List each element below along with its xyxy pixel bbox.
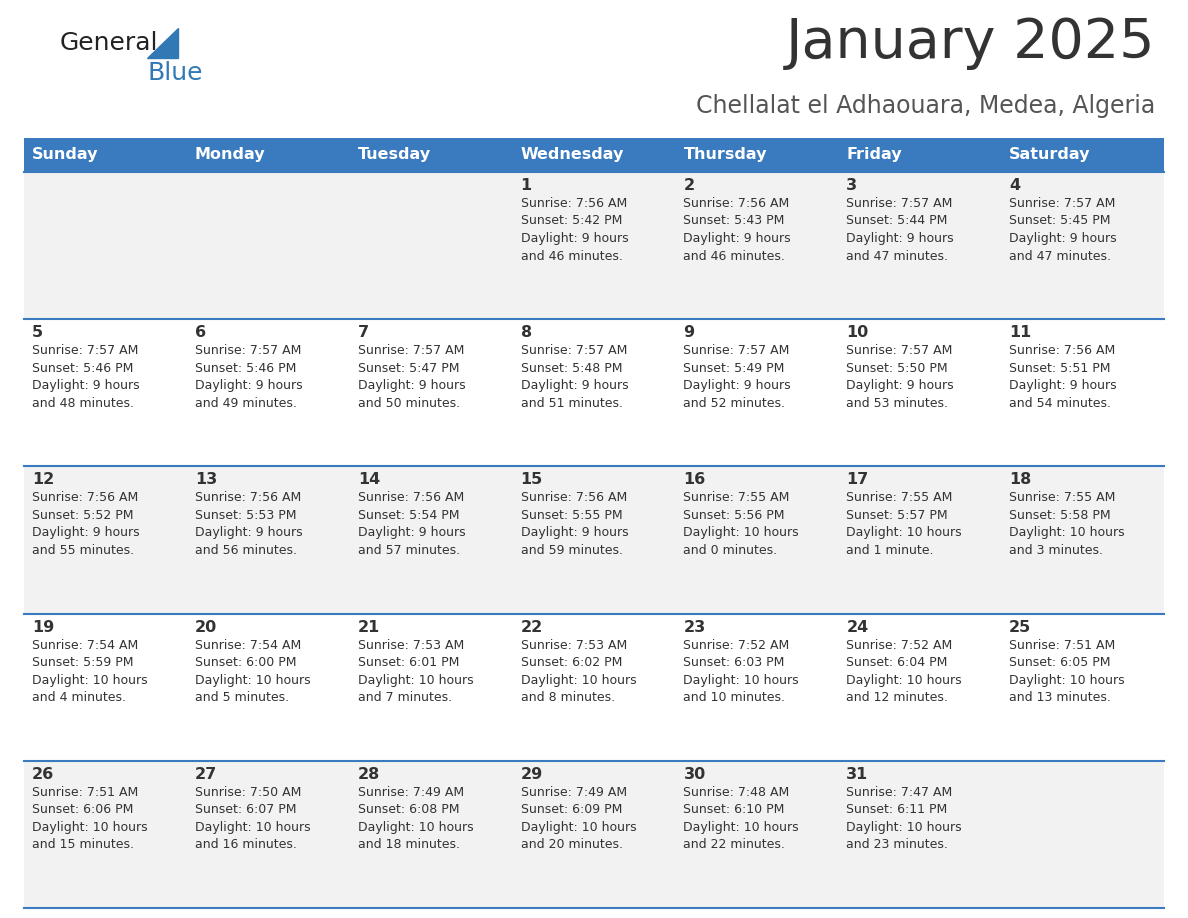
Text: Sunday: Sunday [32,148,99,162]
Text: 24: 24 [846,620,868,634]
Bar [187,138,349,172]
Text: 14: 14 [358,473,380,487]
Text: Sunrise: 7:51 AM
Sunset: 6:06 PM
Daylight: 10 hours
and 15 minutes.: Sunrise: 7:51 AM Sunset: 6:06 PM Dayligh… [32,786,147,851]
Text: Sunrise: 7:57 AM
Sunset: 5:48 PM
Daylight: 9 hours
and 51 minutes.: Sunrise: 7:57 AM Sunset: 5:48 PM Dayligh… [520,344,628,409]
Text: Sunrise: 7:57 AM
Sunset: 5:45 PM
Daylight: 9 hours
and 47 minutes.: Sunrise: 7:57 AM Sunset: 5:45 PM Dayligh… [1009,197,1117,263]
Text: 11: 11 [1009,325,1031,341]
Bar [24,319,1164,466]
Text: 12: 12 [32,473,55,487]
Text: Monday: Monday [195,148,265,162]
Text: 25: 25 [1009,620,1031,634]
Text: 16: 16 [683,473,706,487]
Text: Sunrise: 7:57 AM
Sunset: 5:47 PM
Daylight: 9 hours
and 50 minutes.: Sunrise: 7:57 AM Sunset: 5:47 PM Dayligh… [358,344,466,409]
Bar [839,138,1001,172]
Text: Sunrise: 7:54 AM
Sunset: 5:59 PM
Daylight: 10 hours
and 4 minutes.: Sunrise: 7:54 AM Sunset: 5:59 PM Dayligh… [32,639,147,704]
Text: Sunrise: 7:57 AM
Sunset: 5:46 PM
Daylight: 9 hours
and 48 minutes.: Sunrise: 7:57 AM Sunset: 5:46 PM Dayligh… [32,344,140,409]
Bar [24,172,1164,319]
Text: Sunrise: 7:56 AM
Sunset: 5:51 PM
Daylight: 9 hours
and 54 minutes.: Sunrise: 7:56 AM Sunset: 5:51 PM Dayligh… [1009,344,1117,409]
Text: Thursday: Thursday [683,148,767,162]
Text: 1: 1 [520,178,532,193]
Text: 2: 2 [683,178,695,193]
Text: Sunrise: 7:56 AM
Sunset: 5:42 PM
Daylight: 9 hours
and 46 minutes.: Sunrise: 7:56 AM Sunset: 5:42 PM Dayligh… [520,197,628,263]
Text: Sunrise: 7:52 AM
Sunset: 6:03 PM
Daylight: 10 hours
and 10 minutes.: Sunrise: 7:52 AM Sunset: 6:03 PM Dayligh… [683,639,800,704]
Text: Sunrise: 7:55 AM
Sunset: 5:58 PM
Daylight: 10 hours
and 3 minutes.: Sunrise: 7:55 AM Sunset: 5:58 PM Dayligh… [1009,491,1125,557]
Text: 26: 26 [32,767,55,782]
Polygon shape [147,28,178,58]
Text: Sunrise: 7:56 AM
Sunset: 5:52 PM
Daylight: 9 hours
and 55 minutes.: Sunrise: 7:56 AM Sunset: 5:52 PM Dayligh… [32,491,140,557]
Text: Sunrise: 7:57 AM
Sunset: 5:49 PM
Daylight: 9 hours
and 52 minutes.: Sunrise: 7:57 AM Sunset: 5:49 PM Dayligh… [683,344,791,409]
Text: 3: 3 [846,178,858,193]
Text: Sunrise: 7:51 AM
Sunset: 6:05 PM
Daylight: 10 hours
and 13 minutes.: Sunrise: 7:51 AM Sunset: 6:05 PM Dayligh… [1009,639,1125,704]
Text: 22: 22 [520,620,543,634]
Text: 31: 31 [846,767,868,782]
Text: Sunrise: 7:50 AM
Sunset: 6:07 PM
Daylight: 10 hours
and 16 minutes.: Sunrise: 7:50 AM Sunset: 6:07 PM Dayligh… [195,786,310,851]
Text: 10: 10 [846,325,868,341]
Text: 27: 27 [195,767,217,782]
Text: 4: 4 [1009,178,1020,193]
Bar [676,138,839,172]
Text: 5: 5 [32,325,43,341]
Text: Sunrise: 7:48 AM
Sunset: 6:10 PM
Daylight: 10 hours
and 22 minutes.: Sunrise: 7:48 AM Sunset: 6:10 PM Dayligh… [683,786,800,851]
Text: Sunrise: 7:53 AM
Sunset: 6:01 PM
Daylight: 10 hours
and 7 minutes.: Sunrise: 7:53 AM Sunset: 6:01 PM Dayligh… [358,639,473,704]
Text: 21: 21 [358,620,380,634]
Text: Sunrise: 7:56 AM
Sunset: 5:43 PM
Daylight: 9 hours
and 46 minutes.: Sunrise: 7:56 AM Sunset: 5:43 PM Dayligh… [683,197,791,263]
Text: 28: 28 [358,767,380,782]
Text: Sunrise: 7:49 AM
Sunset: 6:08 PM
Daylight: 10 hours
and 18 minutes.: Sunrise: 7:49 AM Sunset: 6:08 PM Dayligh… [358,786,473,851]
Text: Sunrise: 7:49 AM
Sunset: 6:09 PM
Daylight: 10 hours
and 20 minutes.: Sunrise: 7:49 AM Sunset: 6:09 PM Dayligh… [520,786,637,851]
Text: 30: 30 [683,767,706,782]
Text: 13: 13 [195,473,217,487]
Text: Tuesday: Tuesday [358,148,431,162]
Text: Wednesday: Wednesday [520,148,624,162]
Text: Sunrise: 7:55 AM
Sunset: 5:57 PM
Daylight: 10 hours
and 1 minute.: Sunrise: 7:55 AM Sunset: 5:57 PM Dayligh… [846,491,962,557]
Text: Sunrise: 7:54 AM
Sunset: 6:00 PM
Daylight: 10 hours
and 5 minutes.: Sunrise: 7:54 AM Sunset: 6:00 PM Dayligh… [195,639,310,704]
Text: Sunrise: 7:55 AM
Sunset: 5:56 PM
Daylight: 10 hours
and 0 minutes.: Sunrise: 7:55 AM Sunset: 5:56 PM Dayligh… [683,491,800,557]
Text: 19: 19 [32,620,55,634]
Text: January 2025: January 2025 [785,16,1155,70]
Text: Saturday: Saturday [1009,148,1091,162]
Bar [349,138,512,172]
Text: 20: 20 [195,620,217,634]
Text: Sunrise: 7:57 AM
Sunset: 5:46 PM
Daylight: 9 hours
and 49 minutes.: Sunrise: 7:57 AM Sunset: 5:46 PM Dayligh… [195,344,303,409]
Text: 15: 15 [520,473,543,487]
Text: 23: 23 [683,620,706,634]
Text: Sunrise: 7:47 AM
Sunset: 6:11 PM
Daylight: 10 hours
and 23 minutes.: Sunrise: 7:47 AM Sunset: 6:11 PM Dayligh… [846,786,962,851]
Text: Blue: Blue [148,61,203,85]
Text: 9: 9 [683,325,695,341]
Text: Chellalat el Adhaouara, Medea, Algeria: Chellalat el Adhaouara, Medea, Algeria [696,94,1155,118]
Text: Sunrise: 7:52 AM
Sunset: 6:04 PM
Daylight: 10 hours
and 12 minutes.: Sunrise: 7:52 AM Sunset: 6:04 PM Dayligh… [846,639,962,704]
Text: Sunrise: 7:56 AM
Sunset: 5:54 PM
Daylight: 9 hours
and 57 minutes.: Sunrise: 7:56 AM Sunset: 5:54 PM Dayligh… [358,491,466,557]
Bar [24,761,1164,908]
Text: 8: 8 [520,325,532,341]
Text: 17: 17 [846,473,868,487]
Text: 6: 6 [195,325,206,341]
Text: Sunrise: 7:57 AM
Sunset: 5:44 PM
Daylight: 9 hours
and 47 minutes.: Sunrise: 7:57 AM Sunset: 5:44 PM Dayligh… [846,197,954,263]
Bar [24,138,187,172]
Text: Sunrise: 7:56 AM
Sunset: 5:53 PM
Daylight: 9 hours
and 56 minutes.: Sunrise: 7:56 AM Sunset: 5:53 PM Dayligh… [195,491,303,557]
Text: General: General [61,31,158,55]
Text: Friday: Friday [846,148,902,162]
Text: Sunrise: 7:57 AM
Sunset: 5:50 PM
Daylight: 9 hours
and 53 minutes.: Sunrise: 7:57 AM Sunset: 5:50 PM Dayligh… [846,344,954,409]
Text: 18: 18 [1009,473,1031,487]
Text: 7: 7 [358,325,368,341]
Bar [24,613,1164,761]
Text: 29: 29 [520,767,543,782]
Bar [1001,138,1164,172]
Text: Sunrise: 7:56 AM
Sunset: 5:55 PM
Daylight: 9 hours
and 59 minutes.: Sunrise: 7:56 AM Sunset: 5:55 PM Dayligh… [520,491,628,557]
Text: Sunrise: 7:53 AM
Sunset: 6:02 PM
Daylight: 10 hours
and 8 minutes.: Sunrise: 7:53 AM Sunset: 6:02 PM Dayligh… [520,639,637,704]
Bar [512,138,676,172]
Bar [24,466,1164,613]
